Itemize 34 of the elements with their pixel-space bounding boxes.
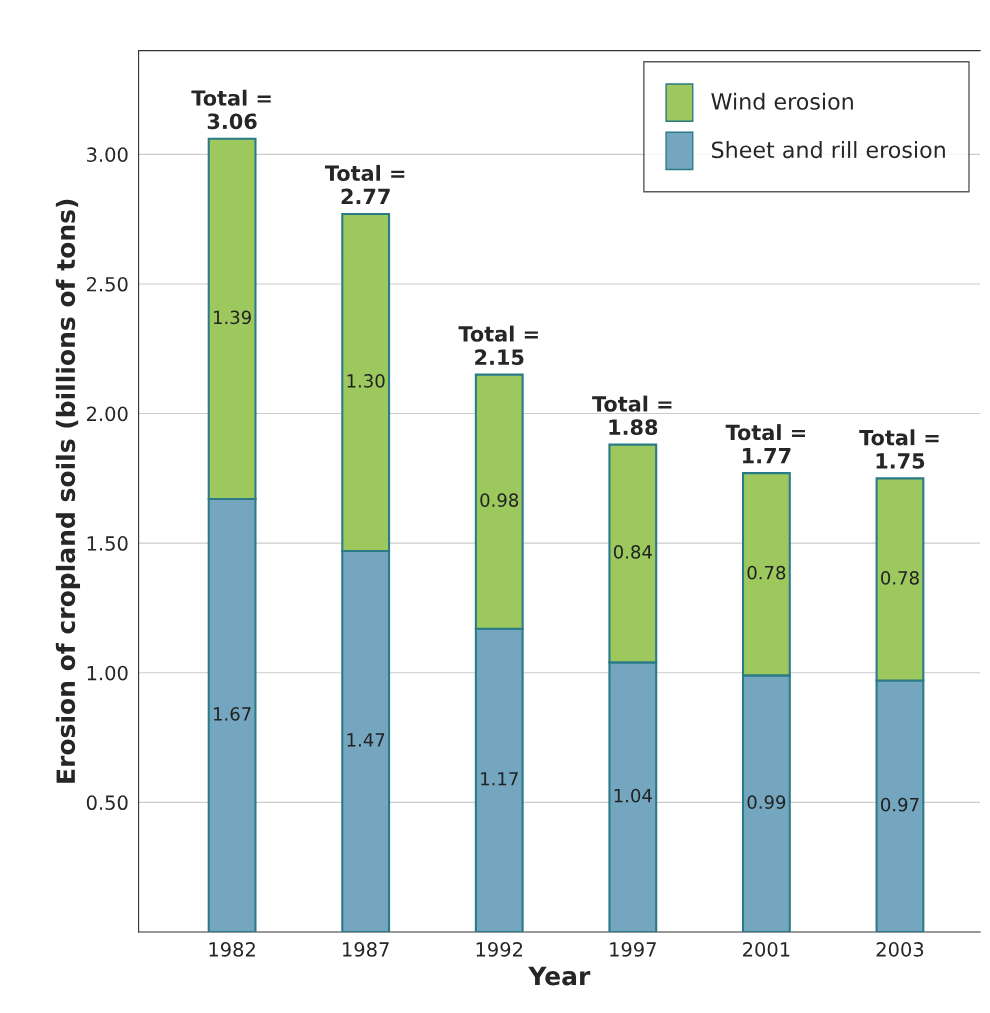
legend-label: Wind erosion <box>711 92 853 110</box>
data-label: 0.97 <box>881 797 919 812</box>
data-label: 0.84 <box>613 545 652 559</box>
data-label: 1.67 <box>213 707 251 721</box>
x-tick-label: 1992 <box>476 942 523 957</box>
data-label: 1.17 <box>481 772 518 786</box>
data-label: 0.98 <box>480 493 519 507</box>
y-tick-label: 1.50 <box>87 536 128 551</box>
data-label: 1.47 <box>347 733 385 747</box>
data-label: 0.99 <box>747 795 786 809</box>
y-axis-title: Erosion of cropland soils (billions of tons) <box>55 199 81 783</box>
legend-label: Sheet and rill erosion <box>711 140 945 159</box>
y-tick-label: 1.00 <box>87 665 128 681</box>
total-label: Total = 3.06 <box>191 89 271 130</box>
y-tick-label: 0.50 <box>86 795 128 811</box>
x-tick-label: 1987 <box>343 942 389 957</box>
total-label: Total = 1.75 <box>859 429 939 469</box>
y-tick-label: 2.00 <box>87 406 128 422</box>
data-label: 0.78 <box>747 565 786 580</box>
total-label: Total = 1.77 <box>725 424 805 464</box>
x-tick-label: 1997 <box>610 942 656 957</box>
y-tick-label: 2.50 <box>87 276 128 292</box>
x-tick-label: 1982 <box>209 942 255 957</box>
total-label: Total = 2.15 <box>458 325 538 366</box>
x-tick-label: 2001 <box>743 942 790 957</box>
x-tick-label: 2003 <box>876 942 924 957</box>
x-axis-title: Year <box>528 966 591 986</box>
total-label: Total = 2.77 <box>324 164 405 205</box>
total-label: Total = 1.88 <box>592 395 672 436</box>
y-tick-label: 3.00 <box>87 147 128 162</box>
data-label: 1.30 <box>347 374 385 388</box>
data-label: 1.04 <box>614 788 652 803</box>
data-label: 0.78 <box>881 571 919 585</box>
data-label: 1.39 <box>213 310 251 325</box>
